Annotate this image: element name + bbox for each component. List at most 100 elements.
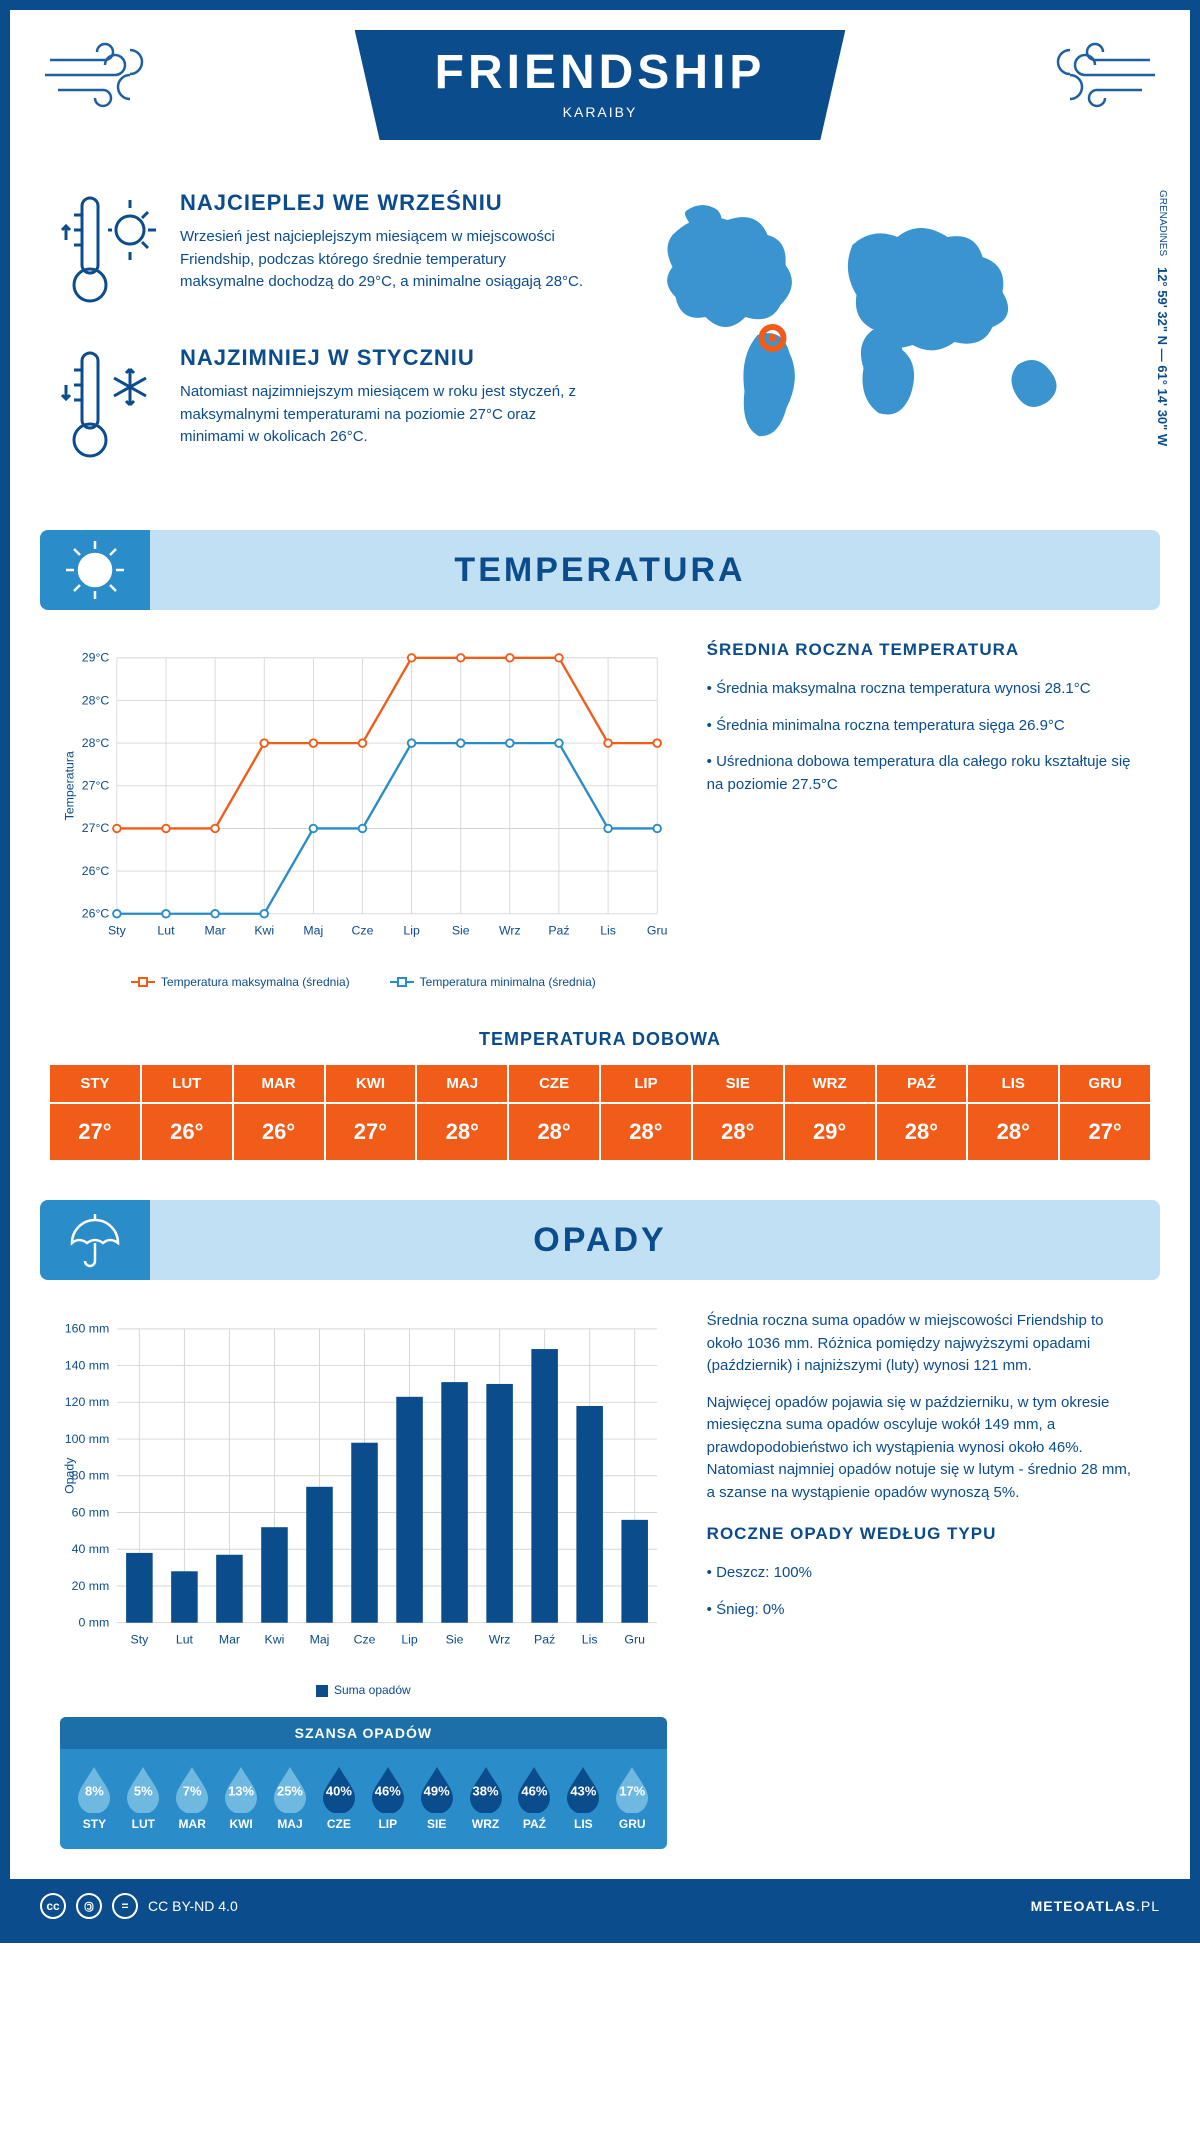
svg-text:Sty: Sty	[108, 924, 127, 938]
drop-month: STY	[70, 1817, 119, 1831]
drop-value: 7%	[183, 1783, 202, 1798]
drop-icon: 17%	[612, 1763, 652, 1813]
svg-text:Kwi: Kwi	[254, 924, 274, 938]
svg-text:Opady: Opady	[62, 1457, 76, 1494]
drop-month: SIE	[412, 1817, 461, 1831]
svg-text:Paź: Paź	[534, 1633, 555, 1647]
svg-text:Sty: Sty	[130, 1633, 149, 1647]
drop-value: 46%	[375, 1783, 401, 1798]
avg-temp-title: ŚREDNIA ROCZNA TEMPERATURA	[707, 640, 1140, 660]
drop-icon: 46%	[368, 1763, 408, 1813]
rain-type: • Deszcz: 100%	[707, 1562, 1140, 1585]
temperature-title: TEMPERATURA	[454, 551, 745, 590]
page-subtitle: KARAIBY	[435, 104, 766, 120]
svg-text:Cze: Cze	[354, 1633, 376, 1647]
license-text: CC BY-ND 4.0	[148, 1898, 238, 1914]
drop-value: 49%	[424, 1783, 450, 1798]
daily-month-header: LIP	[601, 1065, 691, 1102]
drop-month: LIP	[363, 1817, 412, 1831]
daily-month-header: LUT	[142, 1065, 232, 1102]
svg-text:Wrz: Wrz	[489, 1633, 511, 1647]
svg-text:Mar: Mar	[219, 1633, 240, 1647]
drop-month: WRZ	[461, 1817, 510, 1831]
svg-text:Mar: Mar	[205, 924, 226, 938]
daily-temp-value: 26°	[142, 1104, 232, 1160]
daily-month-header: SIE	[693, 1065, 783, 1102]
cc-icon: cc	[40, 1893, 66, 1919]
avg-temp-bullet: • Średnia minimalna roczna temperatura s…	[707, 715, 1140, 738]
daily-temp-value: 27°	[326, 1104, 416, 1160]
svg-text:26°C: 26°C	[82, 864, 110, 878]
drop-icon: 13%	[221, 1763, 261, 1813]
section-header-temperature: TEMPERATURA	[40, 530, 1160, 610]
drop-month: MAR	[168, 1817, 217, 1831]
daily-temp-value: 28°	[601, 1104, 691, 1160]
header: FRIENDSHIP KARAIBY	[10, 10, 1190, 170]
rain-legend: Suma opadów	[60, 1683, 667, 1697]
fact-cold-title: NAJZIMNIEJ W STYCZNIU	[180, 345, 585, 371]
rain-para: Średnia roczna suma opadów w miejscowośc…	[707, 1310, 1140, 1378]
rain-chance-cell: 13% KWI	[217, 1763, 266, 1831]
svg-text:29°C: 29°C	[82, 651, 110, 665]
daily-month-header: MAR	[234, 1065, 324, 1102]
drop-icon: 5%	[123, 1763, 163, 1813]
svg-text:80 mm: 80 mm	[72, 1469, 110, 1483]
rain-chance-cell: 25% MAJ	[266, 1763, 315, 1831]
thermometer-sun-icon	[60, 190, 160, 315]
wind-icon-right	[1030, 35, 1160, 120]
page: FRIENDSHIP KARAIBY	[0, 0, 1200, 1943]
rain-chance-cell: 38% WRZ	[461, 1763, 510, 1831]
drop-icon: 46%	[514, 1763, 554, 1813]
drop-month: PAŹ	[510, 1817, 559, 1831]
daily-temp-table: STYLUTMARKWIMAJCZELIPSIEWRZPAŹLISGRU27°2…	[50, 1065, 1150, 1160]
rain-chance-box: SZANSA OPADÓW 8% STY 5% LUT 7% MAR 13%	[60, 1717, 667, 1849]
rain-para: Najwięcej opadów pojawia się w październ…	[707, 1392, 1140, 1505]
svg-text:28°C: 28°C	[82, 693, 110, 707]
svg-text:27°C: 27°C	[82, 779, 110, 793]
drop-icon: 7%	[172, 1763, 212, 1813]
drop-value: 38%	[473, 1783, 499, 1798]
rain-chance-cell: 7% MAR	[168, 1763, 217, 1831]
temperature-content: 26°C26°C27°C27°C28°C28°C29°CStyLutMarKwi…	[10, 610, 1190, 1019]
drop-value: 40%	[326, 1783, 352, 1798]
intro-row: NAJCIEPLEJ WE WRZEŚNIU Wrzesień jest naj…	[10, 170, 1190, 530]
daily-temp-value: 26°	[234, 1104, 324, 1160]
footer: cc 🄯 = CC BY-ND 4.0 METEOATLAS.PL	[10, 1879, 1190, 1933]
daily-month-header: KWI	[326, 1065, 416, 1102]
svg-text:Cze: Cze	[352, 924, 374, 938]
svg-text:Maj: Maj	[303, 924, 323, 938]
rain-chance-cell: 5% LUT	[119, 1763, 168, 1831]
temperature-text: ŚREDNIA ROCZNA TEMPERATURA • Średnia mak…	[707, 640, 1140, 989]
svg-text:Paź: Paź	[548, 924, 569, 938]
nd-icon: =	[112, 1893, 138, 1919]
svg-text:Lut: Lut	[157, 924, 175, 938]
svg-text:40 mm: 40 mm	[72, 1542, 110, 1556]
svg-text:Gru: Gru	[624, 1633, 645, 1647]
rain-chance-cell: 43% LIS	[559, 1763, 608, 1831]
fact-cold: NAJZIMNIEJ W STYCZNIU Natomiast najzimni…	[60, 345, 585, 470]
license: cc 🄯 = CC BY-ND 4.0	[40, 1893, 238, 1919]
thermometer-snow-icon	[60, 345, 160, 470]
drop-value: 43%	[570, 1783, 596, 1798]
fact-cold-text: Natomiast najzimniejszym miesiącem w rok…	[180, 381, 585, 449]
svg-text:26°C: 26°C	[82, 907, 110, 921]
coordinates: GRENADINES 12° 59' 32" N — 61° 14' 30" W	[1155, 190, 1170, 446]
svg-text:Lis: Lis	[582, 1633, 598, 1647]
svg-text:20 mm: 20 mm	[72, 1579, 110, 1593]
rain-title: OPADY	[533, 1221, 666, 1260]
svg-text:Lis: Lis	[600, 924, 616, 938]
wind-icon-left	[40, 35, 170, 120]
rain-chance-cell: 46% PAŹ	[510, 1763, 559, 1831]
fact-warm-title: NAJCIEPLEJ WE WRZEŚNIU	[180, 190, 585, 216]
drop-icon: 38%	[466, 1763, 506, 1813]
daily-temp-value: 28°	[968, 1104, 1058, 1160]
svg-text:120 mm: 120 mm	[65, 1395, 109, 1409]
temperature-chart: 26°C26°C27°C27°C28°C28°C29°CStyLutMarKwi…	[60, 640, 667, 989]
world-map-icon	[615, 190, 1140, 460]
svg-text:Lut: Lut	[176, 1633, 194, 1647]
rain-type-title: ROCZNE OPADY WEDŁUG TYPU	[707, 1524, 1140, 1544]
daily-temp-value: 27°	[50, 1104, 140, 1160]
svg-text:Temperatura: Temperatura	[62, 751, 76, 820]
drop-value: 46%	[521, 1783, 547, 1798]
drop-value: 17%	[619, 1783, 645, 1798]
